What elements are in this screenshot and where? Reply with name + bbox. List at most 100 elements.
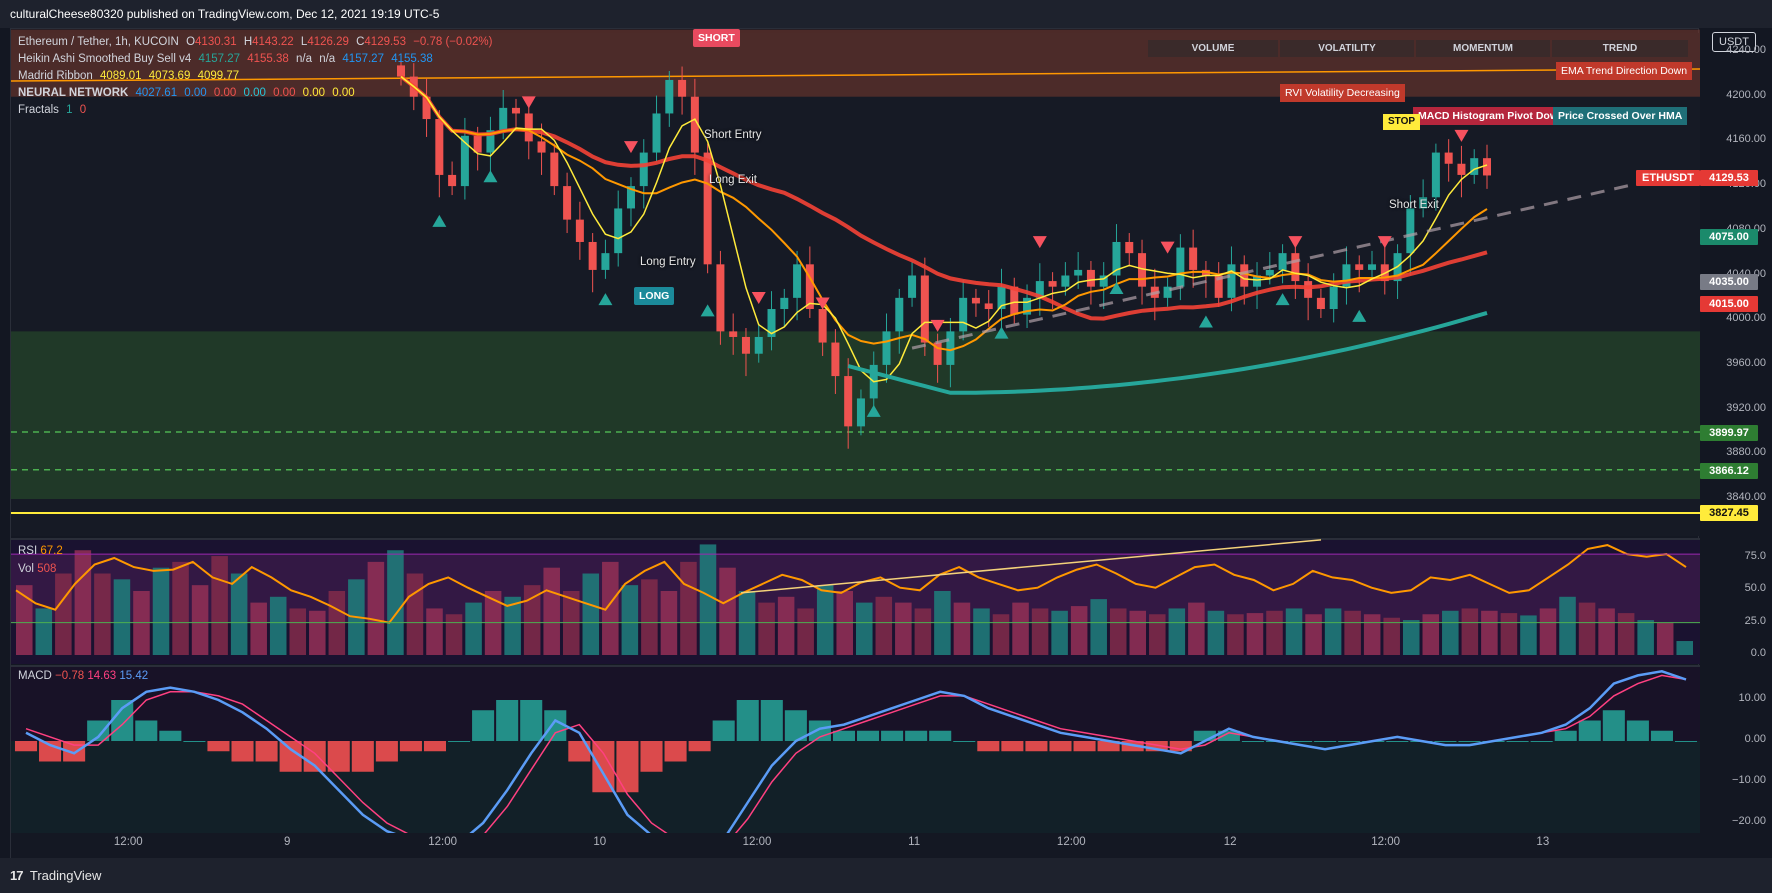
volume-bar <box>1539 608 1557 655</box>
hma-line <box>847 310 1488 395</box>
volume-bar <box>621 585 639 655</box>
chart-frame[interactable] <box>10 28 1700 859</box>
ema-trend-badge: EMA Trend Direction Down <box>1556 62 1693 80</box>
dashboard-volatility-header[interactable]: VOLATILITY <box>1280 40 1414 57</box>
volume-bar <box>797 608 814 655</box>
tradingview-brand[interactable]: TradingView <box>29 868 102 883</box>
candle-body <box>1419 197 1428 209</box>
long-entry-annotation: Long Entry <box>640 256 696 268</box>
volume-bar <box>641 579 658 655</box>
macd-histogram-bar <box>327 741 350 772</box>
madrid-name[interactable]: Madrid Ribbon <box>18 70 93 82</box>
volume-bar <box>777 596 795 655</box>
volume-bar <box>992 614 1010 655</box>
macd-histogram-bar <box>1386 741 1409 742</box>
volume-bar <box>1402 620 1420 655</box>
macd-histogram-bar <box>664 741 687 762</box>
currency-selector[interactable]: USDT <box>1712 32 1756 52</box>
candle-body <box>499 107 508 131</box>
volume-bar <box>94 573 111 655</box>
candle-body <box>933 342 942 365</box>
candle-body <box>1291 253 1300 282</box>
volume-bar <box>1188 602 1205 655</box>
time-tick-label: 11 <box>908 836 921 848</box>
candle-body <box>665 79 674 114</box>
volume-bar <box>426 608 443 655</box>
price-tick-label: 3960.00 <box>1726 356 1766 369</box>
tradingview-logo[interactable]: 17 <box>10 868 24 883</box>
candle-body <box>1457 163 1466 175</box>
support2-tag: 3866.12 <box>1700 463 1758 479</box>
fractal-up-marker <box>483 170 498 183</box>
candle-body <box>1265 269 1274 276</box>
footer: 17 TradingView <box>0 858 1772 893</box>
macd-line <box>25 670 1687 858</box>
candle-body <box>1214 275 1223 298</box>
candle-body <box>524 113 533 142</box>
neural-name[interactable]: NEURAL NETWORK <box>18 87 129 99</box>
heikin-v6: 4155.38 <box>391 53 433 65</box>
time-tick-label: 12:00 <box>742 836 772 848</box>
candle-body <box>511 107 520 114</box>
macd-histogram-bar <box>688 741 711 752</box>
candle-body <box>678 79 687 97</box>
open-value: 4130.31 <box>195 36 237 48</box>
chart-canvas[interactable] <box>11 29 1700 859</box>
candle-body <box>1023 297 1032 315</box>
macd-name[interactable]: MACD <box>18 670 52 682</box>
price-tick-label: 3880.00 <box>1726 446 1766 459</box>
volume-bar <box>582 573 600 655</box>
dashboard-momentum-header[interactable]: MOMENTUM <box>1416 40 1550 57</box>
candle-body <box>1099 275 1108 287</box>
candle-body <box>1010 286 1019 315</box>
vol-name[interactable]: Vol <box>18 563 34 575</box>
volume-bar <box>816 585 834 655</box>
rsi-tick-label: 25.0 <box>1744 614 1766 627</box>
volume-bar <box>1070 606 1088 655</box>
candle-body <box>1176 247 1185 287</box>
dashboard-trend-header[interactable]: TREND <box>1552 40 1688 57</box>
rsi-tick-label: 0.0 <box>1750 647 1766 659</box>
rsi-value: 67.2 <box>40 545 63 557</box>
fractal-down-marker <box>1377 236 1392 249</box>
fractal-down-marker <box>1160 241 1175 254</box>
candle-body <box>422 96 431 120</box>
heikin-name[interactable]: Heikin Ashi Smoothed Buy Sell v4 <box>18 53 192 65</box>
legend-row-fractals: Fractals 1 0 <box>18 102 496 119</box>
volume-bar <box>1481 610 1498 655</box>
time-tick-label: 13 <box>1536 836 1550 848</box>
candle-body <box>1086 269 1095 287</box>
price-tick-label: 4200.00 <box>1726 88 1766 101</box>
macd-histogram-bar <box>1193 730 1216 741</box>
candle-body <box>1431 152 1440 198</box>
time-tick-label: 9 <box>283 836 291 848</box>
candle-body <box>818 309 827 343</box>
fractals-name[interactable]: Fractals <box>18 104 59 116</box>
volume-bar <box>699 544 717 655</box>
macd-histogram-bar <box>1338 741 1361 742</box>
neural-v2: 0.00 <box>184 87 207 99</box>
fractal-up-marker <box>598 293 613 306</box>
dashboard-volume-header[interactable]: VOLUME <box>1148 40 1278 57</box>
volume-bar <box>1617 613 1635 655</box>
volume-bar <box>367 561 385 655</box>
volume-bar <box>16 585 33 655</box>
macd-histogram-bar <box>1169 741 1192 752</box>
volume-bar <box>191 585 209 655</box>
volume-bar <box>875 596 893 655</box>
price-tick-label: 3840.00 <box>1726 491 1766 503</box>
symbol-name[interactable]: Ethereum / Tether, 1h, KUCOIN <box>18 36 179 48</box>
macd-v3: 15.42 <box>119 670 149 682</box>
support-zone <box>11 331 1700 499</box>
candle-body <box>971 297 980 304</box>
candle-body <box>1316 297 1325 310</box>
macd-histogram-bar <box>279 741 302 772</box>
candle-body <box>563 186 572 220</box>
volume-bar <box>504 596 521 655</box>
time-tick-label: 12:00 <box>1056 836 1086 848</box>
macd-v2: 14.63 <box>87 670 117 682</box>
rsi-name[interactable]: RSI <box>18 545 38 557</box>
candle-body <box>767 309 776 337</box>
fractal-down-marker <box>815 297 830 310</box>
legend-row-heikin: Heikin Ashi Smoothed Buy Sell v4 4157.27… <box>18 51 496 68</box>
